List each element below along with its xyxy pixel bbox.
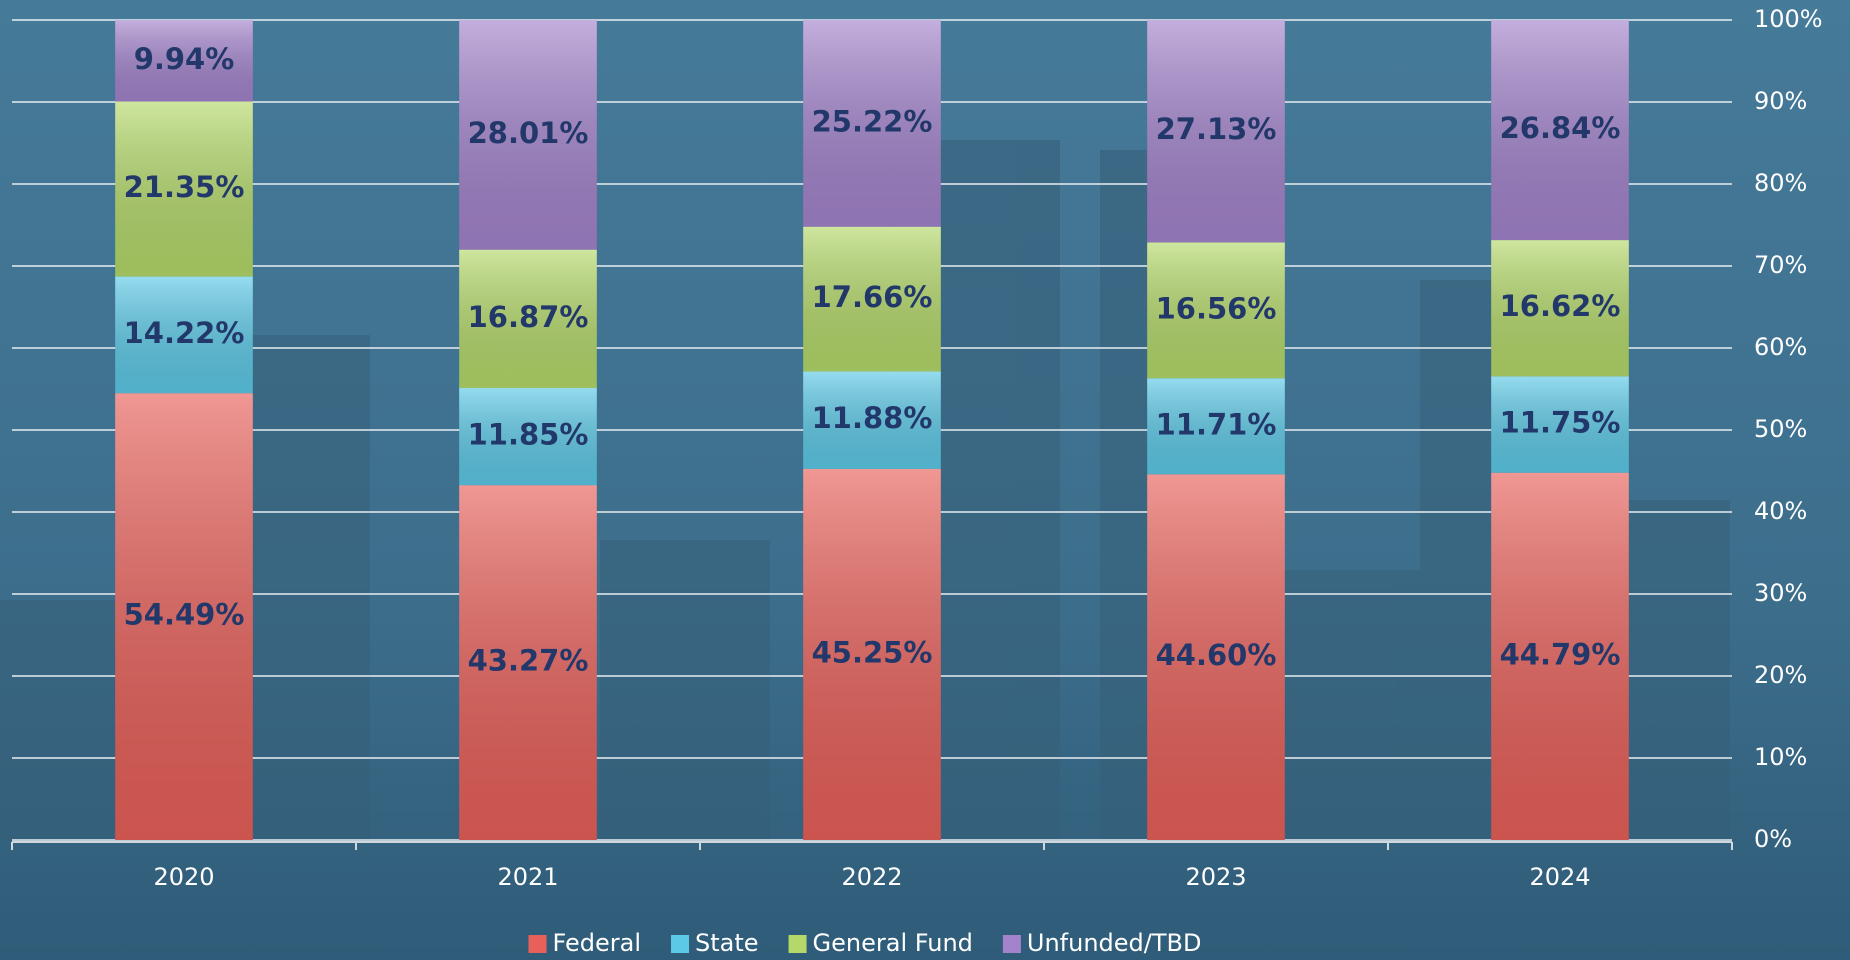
y-tick-label: 90%	[1754, 87, 1807, 115]
data-label: 25.22%	[812, 104, 933, 138]
data-label: 27.13%	[1156, 112, 1277, 146]
data-label: 17.66%	[812, 280, 933, 314]
data-label: 14.22%	[124, 316, 245, 350]
legend-swatch	[671, 935, 689, 953]
y-tick-label: 0%	[1754, 825, 1792, 853]
data-label: 26.84%	[1500, 111, 1621, 145]
data-label: 11.85%	[468, 418, 589, 452]
legend-label: Federal	[553, 929, 642, 957]
x-tick-label: 2024	[1529, 863, 1590, 891]
x-tick-label: 2022	[841, 863, 902, 891]
y-tick-label: 50%	[1754, 415, 1807, 443]
legend-label: General Fund	[813, 929, 973, 957]
data-label: 54.49%	[124, 598, 245, 632]
legend: Federal State General Fund Unfunded/TBD	[529, 929, 1202, 957]
data-label: 16.62%	[1500, 289, 1621, 323]
legend-swatch	[1003, 935, 1021, 953]
legend-label: Unfunded/TBD	[1027, 929, 1202, 957]
legend-swatch	[529, 935, 547, 953]
data-label: 43.27%	[468, 644, 589, 678]
chart: 0% 10% 20% 30% 40% 50% 60% 70% 80% 90% 100% 2020 54.…	[0, 0, 1850, 960]
y-tick-label: 40%	[1754, 497, 1807, 525]
data-label: 45.25%	[812, 635, 933, 669]
y-tick-label: 100%	[1754, 5, 1823, 33]
legend-label: State	[695, 929, 759, 957]
legend-swatch	[789, 935, 807, 953]
data-label: 16.56%	[1156, 291, 1277, 325]
data-label: 11.71%	[1156, 407, 1277, 441]
y-tick-label: 30%	[1754, 579, 1807, 607]
y-tick-label: 60%	[1754, 333, 1807, 361]
data-label: 16.87%	[468, 300, 589, 334]
data-label: 11.75%	[1500, 406, 1621, 440]
data-label: 9.94%	[134, 42, 235, 76]
data-label: 21.35%	[124, 170, 245, 204]
data-label: 44.60%	[1156, 638, 1277, 672]
y-tick-label: 80%	[1754, 169, 1807, 197]
x-tick-label: 2021	[497, 863, 558, 891]
y-tick-label: 20%	[1754, 661, 1807, 689]
y-tick-label: 70%	[1754, 251, 1807, 279]
data-label: 28.01%	[468, 116, 589, 150]
y-tick-label: 10%	[1754, 743, 1807, 771]
x-tick-label: 2020	[153, 863, 214, 891]
data-label: 11.88%	[812, 401, 933, 435]
data-label: 44.79%	[1500, 637, 1621, 671]
x-tick-label: 2023	[1185, 863, 1246, 891]
